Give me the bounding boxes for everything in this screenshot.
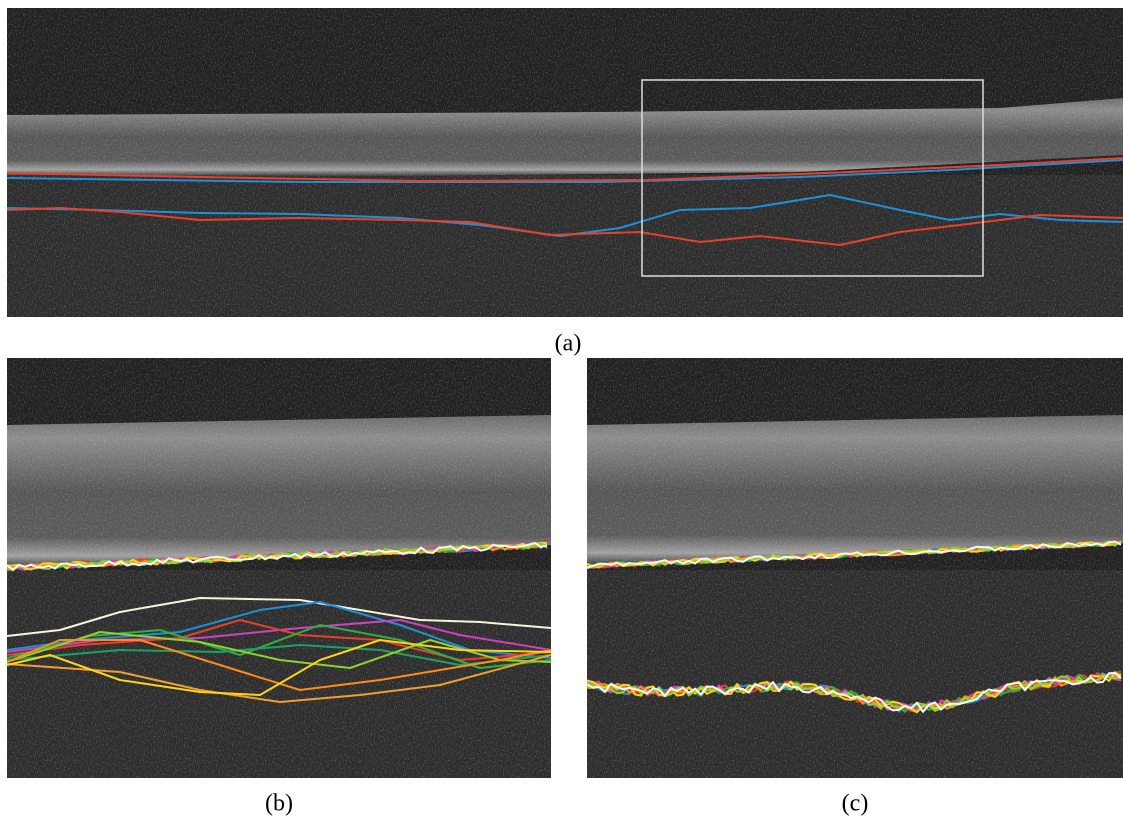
boundary-line bbox=[7, 542, 548, 571]
boundary-line bbox=[587, 540, 1122, 569]
panel-label: (a) bbox=[555, 331, 582, 357]
panel-b bbox=[7, 358, 551, 778]
boundary-line bbox=[587, 672, 1122, 713]
panel-c bbox=[587, 358, 1123, 778]
panel-label: (b) bbox=[265, 791, 293, 817]
panel-label: (c) bbox=[842, 791, 869, 817]
boundary-line bbox=[587, 671, 1122, 714]
panel-a bbox=[7, 8, 1123, 317]
